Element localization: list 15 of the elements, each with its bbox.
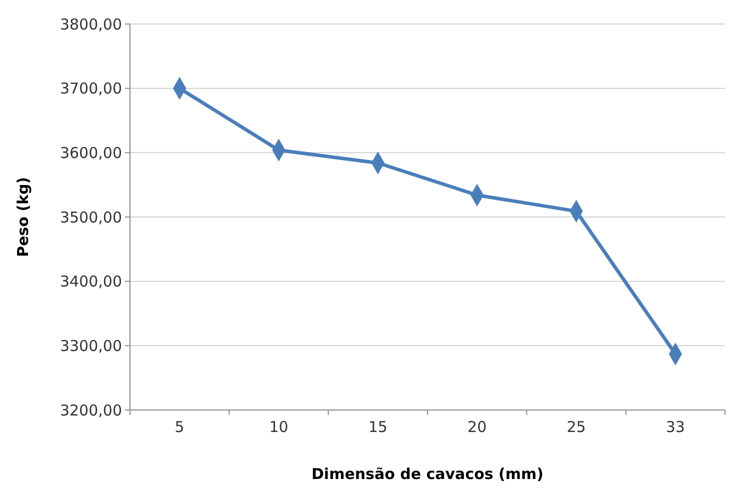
y-tick-label: 3300,00 [60, 336, 122, 355]
x-tick-label: 25 [566, 418, 586, 436]
y-tick-label: 3600,00 [60, 144, 122, 162]
x-axis-title: Dimensão de cavacos (mm) [311, 465, 544, 483]
x-tick-label: 20 [468, 418, 487, 436]
y-tick-label: 3400,00 [60, 272, 122, 291]
y-tick-label: 3200,00 [60, 401, 122, 420]
x-tick-label: 10 [269, 418, 288, 436]
x-tick-label: 33 [666, 418, 685, 436]
x-tick-label: 5 [174, 418, 184, 436]
y-tick-label: 3800,00 [60, 15, 122, 34]
y-tick-label: 3700,00 [60, 80, 122, 98]
y-tick-label: 3500,00 [60, 208, 122, 226]
x-tick-label: 15 [368, 418, 388, 436]
y-axis-title: Peso (kg) [14, 176, 32, 258]
